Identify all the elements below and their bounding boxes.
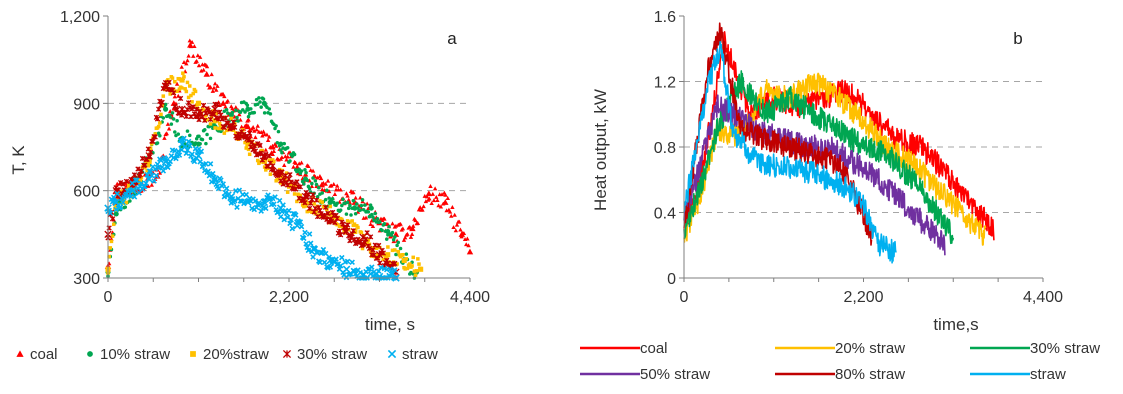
x-axis-label: time,s [933,315,978,334]
legend-label: 50% straw [640,366,710,383]
legend-label: coal [640,340,668,357]
legend-entry: 30% straw [282,346,367,363]
legend-label: 30% straw [297,346,367,363]
legend-entry: 80% straw [775,366,905,383]
data-point [385,252,391,258]
legend-label: 20%straw [203,346,269,363]
y-tick-label: 1.2 [654,75,676,92]
data-point [212,118,218,124]
panel-label-b: b [1013,29,1022,48]
series-line [683,41,897,264]
legend-label: 10% straw [100,346,170,363]
legend-label: coal [30,346,58,363]
legend-label: 30% straw [1030,340,1100,357]
legend-entry: straw [970,366,1066,383]
x-tick-label: 2,200 [269,289,309,306]
legend-entry: 20%straw [190,346,269,363]
legend-entry: 50% straw [580,366,710,383]
y-tick-label: 0.8 [654,140,676,157]
data-point [368,205,374,211]
legend-marker [387,349,397,359]
legend-entry: coal [16,346,58,363]
data-point [179,77,185,83]
x-tick-label: 4,400 [450,289,490,306]
temperature-chart: 300 600 900 1,200 0 2,200 4,400 T, K time, s a… [9,9,490,363]
y-tick-label: 0.4 [654,206,676,223]
data-point [245,106,251,112]
series-straw [683,41,897,264]
data-point [409,225,416,232]
series-30-straw [104,79,400,281]
data-point [401,257,407,264]
y-tick-label: 900 [73,96,100,113]
panel-label-a: a [447,29,457,48]
legend: coal 10% straw 20%straw 30% straw straw [16,346,438,363]
x-tick-label: 0 [680,289,689,306]
series-straw [104,135,400,282]
y-axis-label: Heat output, kW [591,89,610,211]
x-axis-label: time, s [365,315,415,334]
y-tick-label: 600 [73,184,100,201]
x-tick-label: 0 [104,289,113,306]
legend-label: 20% straw [835,340,905,357]
legend-marker [282,349,292,359]
data-point [245,141,251,147]
legend-label: 80% straw [835,366,905,383]
legend: coal 20% straw 30% straw 50% straw 80% straw… [580,340,1100,383]
legend-label: straw [1030,366,1066,383]
legend-entry: coal [580,340,668,357]
y-tick-label: 1.6 [654,9,676,26]
data-point [203,71,210,77]
data-point [425,190,433,197]
data-point [219,100,227,106]
series-coal [104,38,474,273]
legend-marker [16,350,24,357]
legend-entry: 20% straw [775,340,905,357]
series-line [683,72,987,246]
legend-entry: 30% straw [970,340,1100,357]
data-point [211,105,219,113]
legend-entry: 10% straw [87,346,170,363]
y-tick-label: 1,200 [60,9,100,26]
data-point [113,211,119,217]
heat-output-chart: 0 0.4 0.8 1.2 1.6 0 2,200 4,400 Heat output, kW… [580,9,1100,383]
series-20-straw [683,72,987,246]
y-tick-label: 0 [667,271,676,288]
y-axis-label: T, K [9,145,28,175]
legend-marker [190,351,196,357]
series-line [683,22,873,246]
series-80-straw [683,22,873,246]
legend-marker [87,351,93,357]
x-tick-label: 2,200 [843,289,883,306]
y-tick-label: 300 [73,271,100,288]
legend-entry: straw [387,346,438,363]
x-tick-label: 4,400 [1023,289,1063,306]
legend-label: straw [402,346,438,363]
